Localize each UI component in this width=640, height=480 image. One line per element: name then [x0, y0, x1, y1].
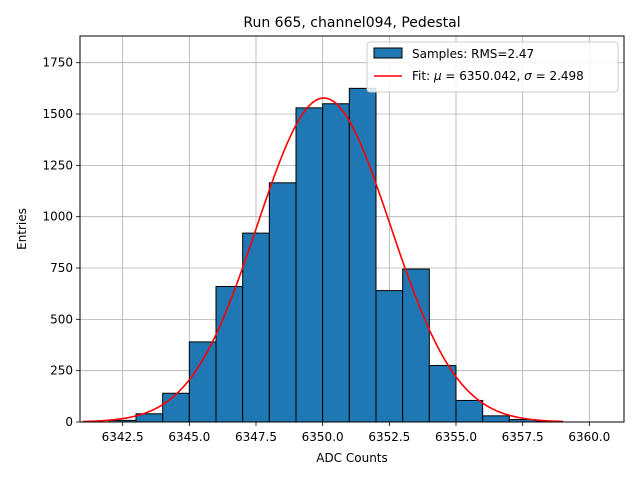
- legend-fit-mu-value: = 6350.042,: [442, 69, 525, 83]
- y-tick-label: 0: [65, 415, 73, 429]
- x-tick-label: 6352.5: [368, 430, 410, 444]
- x-tick-label: 6347.5: [235, 430, 277, 444]
- legend-fit-prefix: Fit:: [412, 69, 434, 83]
- legend-fit-mu-symbol: μ: [433, 69, 442, 83]
- y-tick-label: 750: [50, 261, 73, 275]
- y-tick-label: 1250: [42, 158, 73, 172]
- y-axis: 0 250 500 750 1000 1250 1500 1750: [42, 56, 80, 429]
- histogram-bar: [402, 268, 430, 423]
- histogram-bar: [242, 232, 270, 423]
- histogram-bar: [268, 182, 297, 423]
- x-tick-label: 6345.0: [168, 430, 210, 444]
- y-tick-label: 1500: [42, 107, 73, 121]
- legend-fit-sigma-value: = 2.498: [532, 69, 584, 83]
- y-tick-label: 250: [50, 364, 73, 378]
- fit-curve-group: [82, 97, 563, 423]
- y-tick-label: 1750: [42, 56, 73, 70]
- x-axis: 6342.5 6345.0 6347.5 6350.0 6352.5 6355.0 6357…: [102, 422, 610, 444]
- x-tick-label: 6357.5: [502, 430, 544, 444]
- x-tick-label: 6350.0: [302, 430, 344, 444]
- x-tick-label: 6342.5: [102, 430, 144, 444]
- legend-label-samples: Samples: RMS=2.47: [412, 47, 534, 61]
- histogram-bar: [428, 365, 457, 423]
- legend: Samples: RMS=2.47 Fit: μ = 6350.042, σ =…: [366, 41, 619, 93]
- histogram-bar: [215, 285, 244, 423]
- y-tick-label: 1000: [42, 210, 73, 224]
- histogram-bar: [188, 341, 217, 423]
- legend-fit-sigma-symbol: σ: [524, 69, 532, 83]
- histogram-bars: [108, 87, 564, 423]
- histogram-bar: [295, 107, 324, 423]
- histogram-bar: [162, 392, 190, 423]
- histogram-bar: [482, 415, 510, 423]
- x-tick-label: 6360.0: [568, 430, 610, 444]
- chart-title: Run 665, channel094, Pedestal: [243, 15, 460, 31]
- y-axis-label: Entries: [15, 208, 29, 250]
- histogram-bar: [322, 103, 350, 423]
- plot-frame: [79, 35, 625, 423]
- histogram-bar: [348, 87, 377, 423]
- legend-label-fit: Fit: μ = 6350.042, σ = 2.498: [412, 69, 584, 83]
- fit-curve: [82, 97, 563, 423]
- legend-box: [366, 41, 619, 93]
- x-tick-label: 6355.0: [435, 430, 477, 444]
- x-axis-label: ADC Counts: [316, 451, 388, 465]
- y-tick-label: 500: [50, 312, 73, 326]
- histogram-bar: [455, 399, 484, 423]
- histogram-bar: [375, 290, 404, 423]
- legend-swatch-samples: [373, 47, 403, 59]
